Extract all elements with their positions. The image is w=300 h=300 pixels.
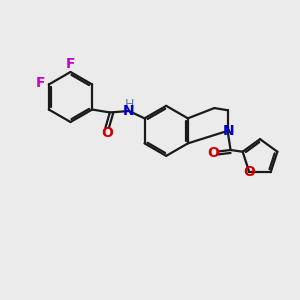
Text: F: F	[36, 76, 45, 90]
Text: N: N	[222, 124, 234, 138]
Text: H: H	[124, 98, 134, 111]
Text: N: N	[123, 104, 135, 118]
Text: F: F	[66, 57, 75, 71]
Text: O: O	[207, 146, 219, 160]
Text: O: O	[101, 126, 113, 140]
Text: O: O	[243, 165, 255, 179]
